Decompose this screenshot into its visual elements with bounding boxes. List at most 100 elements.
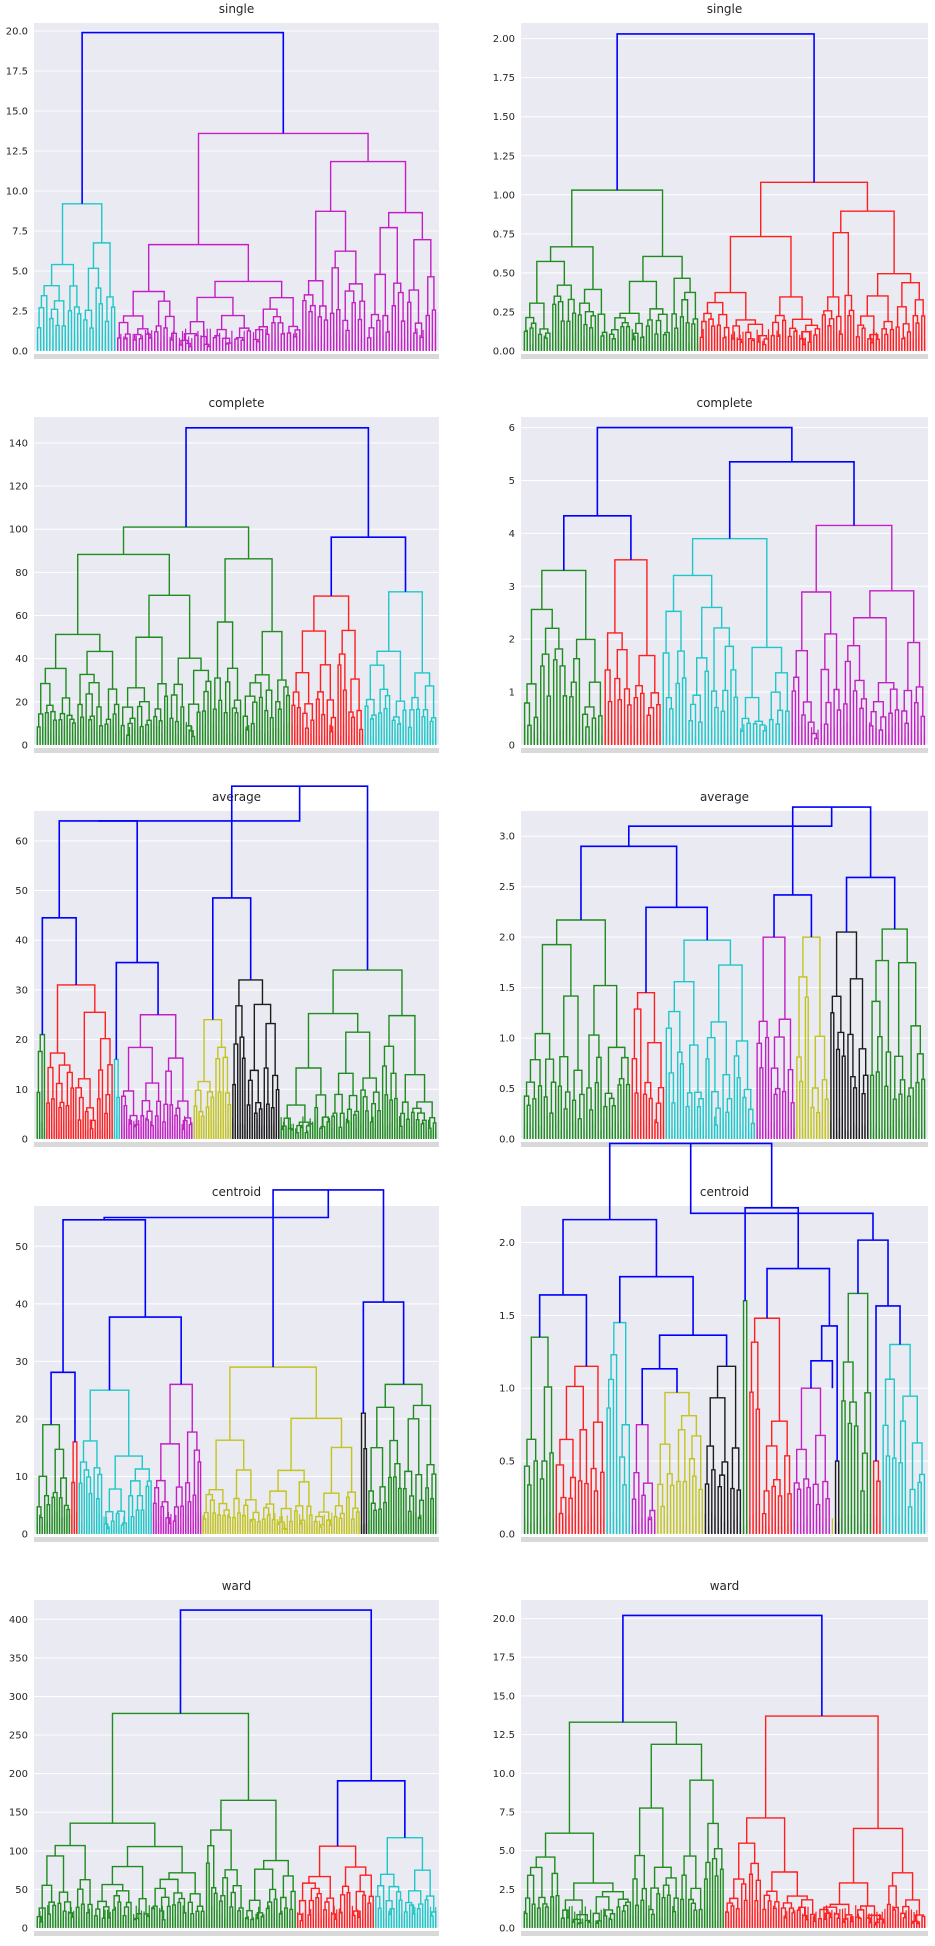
dendrogram-link	[283, 1117, 291, 1129]
dendrogram-link	[430, 717, 437, 745]
dendrogram-link	[147, 243, 250, 292]
dendrogram-link	[338, 653, 346, 691]
dendrogram-link	[525, 316, 535, 332]
dendrogram-link	[673, 277, 691, 314]
dendrogram-link	[87, 267, 100, 311]
dendrogram-link	[388, 1476, 392, 1534]
dendrogram-link	[525, 1081, 536, 1099]
dendrogram-link	[154, 1487, 160, 1534]
dendrogram-link	[606, 1407, 611, 1534]
y-tick-label: 250	[9, 1731, 28, 1742]
y-tick-label: 1.25	[493, 151, 515, 162]
dendrogram-link	[641, 1494, 646, 1534]
dendrogram-link	[721, 1461, 729, 1534]
dendrogram-link	[647, 319, 653, 351]
dendrogram-link	[385, 1900, 393, 1928]
dendrogram-link	[99, 1038, 111, 1071]
dendrogram-link	[407, 1890, 422, 1905]
dendrogram-link	[801, 591, 832, 651]
dendrogram-link	[384, 1094, 389, 1139]
dendrogram-link	[798, 1906, 806, 1916]
dendrogram-link	[359, 300, 366, 351]
dendrogram-link	[226, 667, 239, 701]
dendrogram-link	[350, 678, 360, 713]
dendrogram-link	[193, 1449, 201, 1496]
y-tick-label: 0.50	[493, 268, 515, 279]
cluster-green	[523, 1721, 724, 1928]
dendrogram-link	[793, 1482, 800, 1534]
dendrogram-link	[175, 1107, 181, 1139]
dendrogram-link	[136, 705, 143, 745]
dendrogram-link	[296, 1124, 303, 1133]
dendrogram-link	[680, 1415, 698, 1436]
dendrogram-link	[54, 1448, 65, 1493]
dendrogram-link	[323, 1492, 340, 1513]
dendrogram-link	[61, 697, 71, 716]
dendrogram-link	[898, 1093, 903, 1139]
y-tick-label: 0	[22, 741, 28, 752]
dendrogram-link	[290, 1417, 343, 1471]
dendrogram-link	[348, 1094, 358, 1112]
leaf-label-strip	[521, 1537, 928, 1542]
dendrogram-link	[659, 1443, 671, 1485]
threshold-link	[628, 807, 833, 847]
dendrogram-link	[871, 1000, 881, 1076]
dendrogram-link	[90, 1119, 96, 1139]
dendrogram-link	[897, 962, 917, 1057]
cluster-red	[725, 1715, 926, 1928]
dendrogram-link	[842, 1361, 854, 1403]
dendrogram-link	[742, 1300, 748, 1534]
dendrogram-link	[392, 716, 400, 725]
dendrogram-link	[743, 1899, 748, 1928]
dendrogram-link	[217, 1046, 227, 1059]
y-tick-label: 50	[15, 1885, 28, 1896]
dendrogram-link	[915, 1081, 920, 1139]
dendrogram-link	[283, 686, 289, 745]
dendrogram-link	[424, 685, 435, 718]
dendrogram-link	[577, 314, 582, 351]
dendrogram-link	[600, 1471, 605, 1534]
dendrogram-link	[534, 1032, 551, 1060]
dendrogram-link	[116, 1510, 126, 1524]
dendrogram-link	[684, 291, 697, 319]
dendrogram-link	[170, 694, 178, 722]
cluster-red	[699, 181, 926, 351]
dendrogram-link	[321, 713, 326, 745]
dendrogram-link	[203, 690, 209, 745]
dendrogram-link	[557, 1085, 563, 1139]
dendrogram-link	[704, 1483, 710, 1534]
dendrogram-link	[552, 659, 558, 745]
dendrogram-link	[560, 1496, 567, 1534]
dendrogram-link	[858, 1048, 867, 1139]
dendrogram-link	[540, 665, 545, 745]
y-tick-label: 1	[509, 688, 515, 699]
dendrogram-link	[146, 1110, 153, 1126]
dendrogram-link	[861, 1452, 868, 1534]
dendrogram-link	[122, 526, 250, 559]
dendrogram-link	[601, 1890, 624, 1900]
dendrogram-link	[724, 645, 735, 691]
dendrogram-link	[756, 1042, 763, 1139]
dendrogram-link	[352, 1910, 360, 1918]
dendrogram-link	[636, 991, 656, 1043]
dendrogram-link	[272, 315, 282, 323]
dendrogram-link	[232, 1083, 236, 1139]
dendrogram-link	[537, 1085, 543, 1139]
dendrogram-link	[688, 1898, 695, 1928]
above-threshold-links	[81, 31, 285, 204]
dendrogram-link	[694, 1091, 702, 1139]
dendrogram-link	[183, 332, 198, 341]
dendrogram-link	[729, 235, 792, 297]
dendrogram-link	[607, 1378, 615, 1534]
dendrogram-link	[735, 319, 757, 326]
dendrogram-link	[533, 1460, 538, 1534]
dendrogram-link	[675, 682, 681, 745]
cluster-magenta	[791, 524, 926, 745]
dendrogram-link	[331, 267, 339, 314]
y-tick-label: 12.5	[493, 1730, 515, 1741]
chart-panel-5: 0 10 20 30 40 50 60 average	[15, 785, 439, 1147]
dendrogram-link	[184, 1117, 192, 1125]
dendrogram-link	[38, 306, 45, 351]
dendrogram-link	[584, 706, 595, 719]
dendrogram-link	[583, 288, 603, 315]
